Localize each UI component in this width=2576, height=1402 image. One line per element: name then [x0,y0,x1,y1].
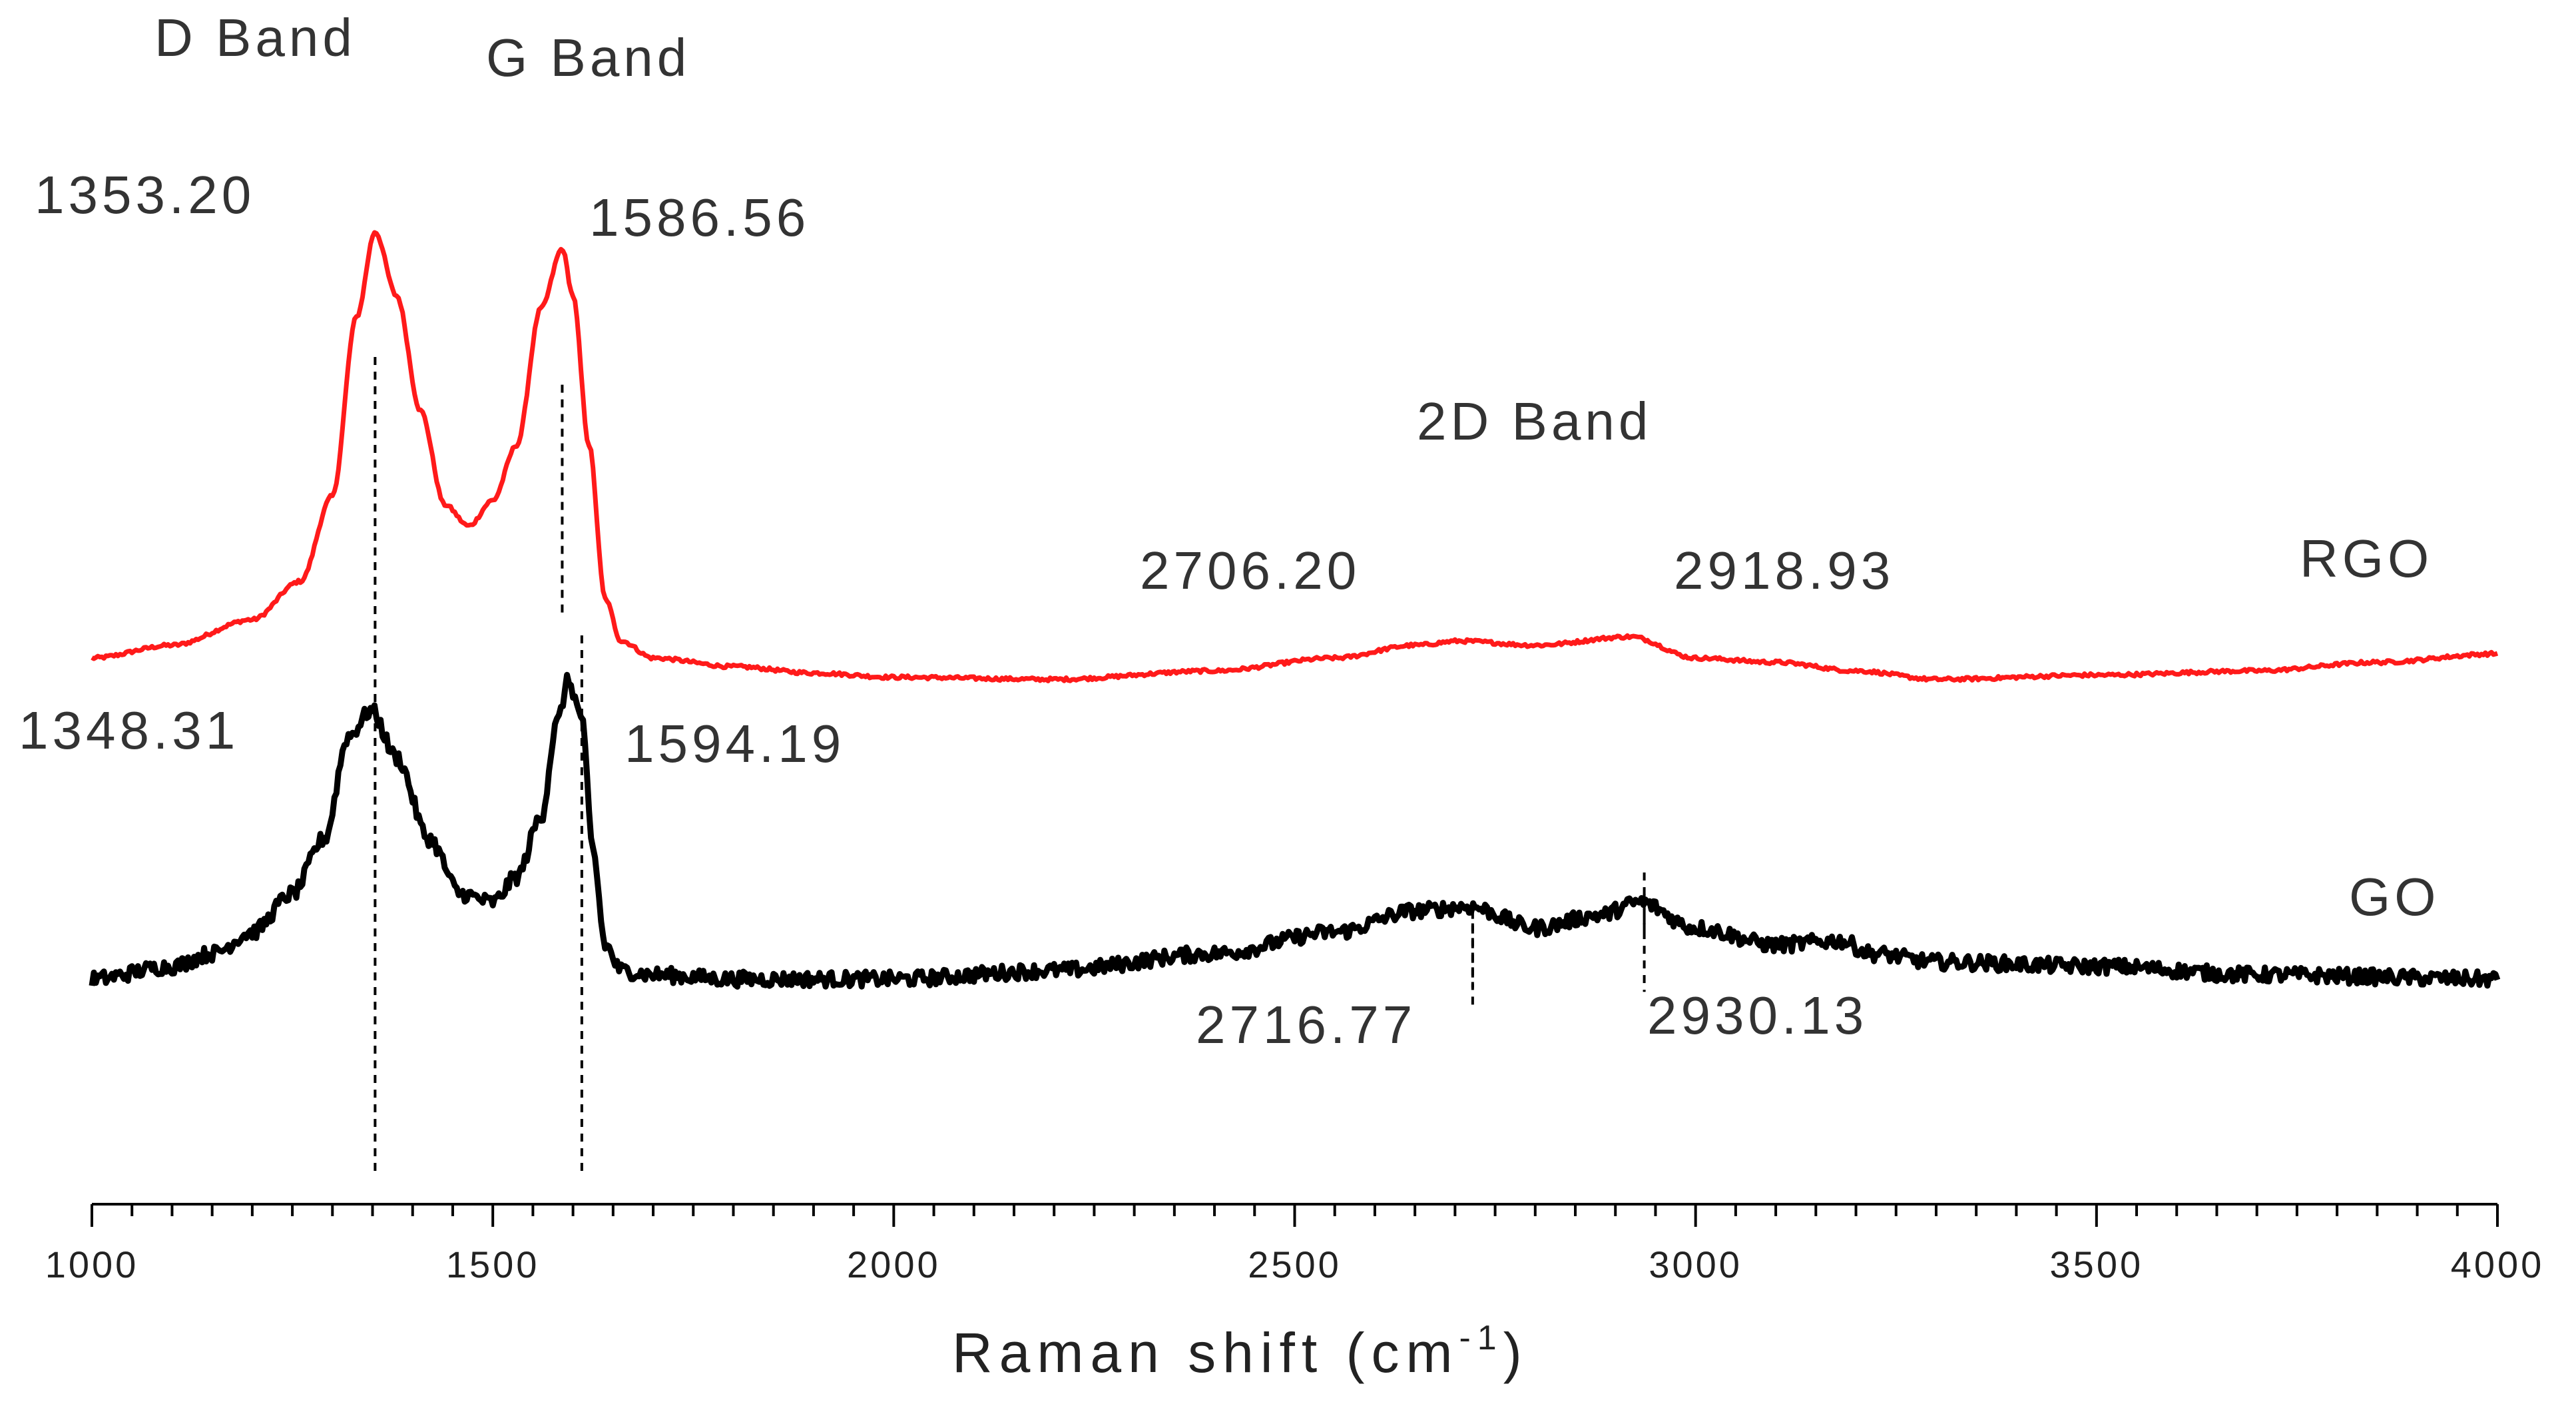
x-tick-label: 3500 [2050,1243,2144,1285]
peak-label-go-2d-b: 2930.13 [1647,986,1868,1045]
band-label-d: D Band [154,8,356,67]
x-tick-label: 1500 [446,1243,540,1285]
series-label-go: GO [2349,867,2440,926]
spectrum-series [89,230,2501,990]
x-tick-label: 4000 [2451,1243,2545,1285]
peak-label-go-g: 1594.19 [625,714,845,773]
band-position-lines [374,356,1646,1171]
peak-label-rgo-2d-b: 2918.93 [1674,541,1894,600]
x-tick-label: 1000 [45,1243,139,1285]
series-line-go [89,671,2501,990]
x-axis: 1000 1500 2000 2500 3000 3500 4000 [45,1203,2545,1285]
peak-label-go-2d-a: 2716.77 [1196,995,1416,1054]
peak-label-rgo-d: 1353.20 [35,165,255,224]
band-label-2d: 2D Band [1417,392,1652,451]
x-axis-title: Raman shift (cm-1) [952,1319,1529,1384]
x-axis-title-main: Raman shift (cm [952,1321,1459,1384]
peak-label-go-d: 1348.31 [19,701,239,760]
x-axis-title-superscript: -1 [1459,1319,1503,1357]
x-tick-label: 2500 [1248,1243,1342,1285]
peak-label-rgo-2d-a: 2706.20 [1140,541,1360,600]
x-tick-label: 3000 [1649,1243,1742,1285]
x-tick-label: 2000 [847,1243,941,1285]
peak-label-rgo-g: 1586.56 [589,188,810,247]
series-line-rgo [91,230,2499,683]
series-label-rgo: RGO [2300,529,2433,588]
x-axis-ticks: 1000 1500 2000 2500 3000 3500 4000 [45,1204,2545,1285]
band-label-g: G Band [486,28,690,87]
x-axis-title-close: ) [1503,1321,1529,1384]
